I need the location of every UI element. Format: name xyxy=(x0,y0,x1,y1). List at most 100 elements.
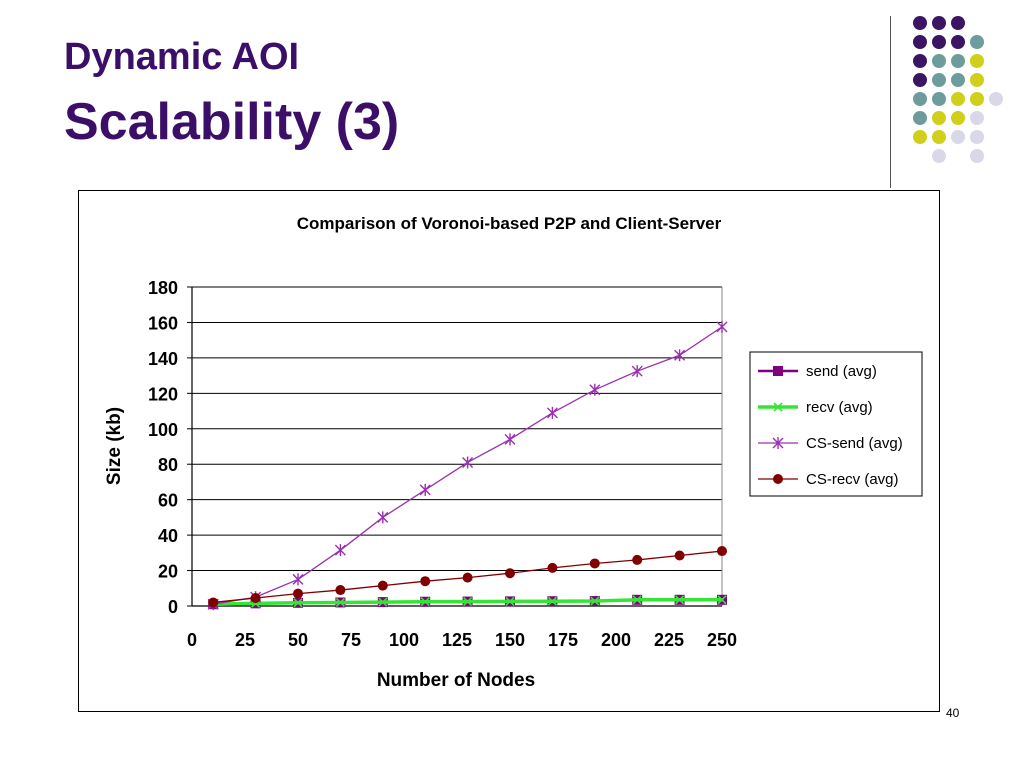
y-tick-label: 0 xyxy=(168,597,178,617)
decorative-dot xyxy=(951,16,965,30)
data-point xyxy=(547,596,557,606)
data-point xyxy=(378,597,388,607)
decorative-dot xyxy=(913,35,927,49)
data-point xyxy=(293,588,303,599)
y-tick-label: 60 xyxy=(158,491,178,511)
y-tick-label: 140 xyxy=(148,349,178,369)
decorative-dot xyxy=(932,111,946,125)
decorative-dot xyxy=(970,54,984,68)
data-point xyxy=(631,365,643,378)
decorative-dot xyxy=(951,73,965,87)
decorative-dot-grid xyxy=(900,10,1010,170)
data-point xyxy=(334,544,346,557)
legend-label: recv (avg) xyxy=(806,399,873,416)
data-point xyxy=(292,573,304,586)
x-tick-label: 200 xyxy=(601,630,631,650)
data-point xyxy=(420,597,430,607)
legend-swatch-marker xyxy=(773,402,783,412)
data-point xyxy=(632,554,643,565)
decorative-dot xyxy=(970,149,984,163)
data-point xyxy=(589,383,601,396)
decorative-dot xyxy=(913,92,927,106)
slide-title-line2: Scalability (3) xyxy=(64,93,400,151)
data-point xyxy=(546,406,558,419)
slide-title-line1: Dynamic AOI xyxy=(64,36,300,78)
legend-swatch-marker xyxy=(772,437,784,449)
decorative-dot xyxy=(932,35,946,49)
y-axis-label: Size (kb) xyxy=(104,407,125,485)
data-point xyxy=(717,546,727,557)
x-tick-label: 175 xyxy=(548,630,578,650)
decorative-dot xyxy=(989,92,1003,106)
x-tick-label: 250 xyxy=(707,630,737,650)
data-point xyxy=(462,572,473,583)
series-layer xyxy=(207,320,728,611)
data-point xyxy=(419,483,431,496)
data-point xyxy=(420,576,431,587)
decorative-dot xyxy=(951,92,965,106)
decorative-dot xyxy=(913,16,927,30)
decorative-dot xyxy=(970,111,984,125)
y-tick-label: 120 xyxy=(148,384,178,404)
x-tick-label: 75 xyxy=(341,630,361,650)
decorative-dot xyxy=(913,54,927,68)
x-tick-label: 0 xyxy=(187,630,197,650)
decorative-dot xyxy=(932,149,946,163)
decorative-divider xyxy=(890,16,891,188)
data-point xyxy=(674,550,685,561)
page-number: 40 xyxy=(946,706,960,720)
decorative-dot xyxy=(951,130,965,144)
data-point xyxy=(377,511,389,524)
decorative-dot xyxy=(970,35,984,49)
chart-title: Comparison of Voronoi-based P2P and Clie… xyxy=(297,214,722,233)
legend-swatch-marker xyxy=(773,366,783,376)
decorative-dot xyxy=(932,54,946,68)
data-point xyxy=(335,597,345,608)
chart-frame xyxy=(78,190,940,712)
decorative-dot xyxy=(932,130,946,144)
decorative-dot xyxy=(913,130,927,144)
x-axis-label: Number of Nodes xyxy=(377,670,535,691)
legend-label: CS-send (avg) xyxy=(806,435,903,452)
decorative-dot xyxy=(951,111,965,125)
data-point xyxy=(505,568,515,579)
x-tick-label: 225 xyxy=(654,630,684,650)
legend: send (avg) recv (avg) CS-send (avg) CS-recv… xyxy=(749,351,923,497)
data-point xyxy=(717,595,727,605)
decorative-dot xyxy=(951,35,965,49)
legend-label: CS-recv (avg) xyxy=(806,471,899,488)
y-tick-label: 20 xyxy=(158,562,178,582)
x-tick-label: 125 xyxy=(442,630,472,650)
data-point xyxy=(632,595,642,605)
y-tick-label: 80 xyxy=(158,455,178,475)
y-tick-label: 180 xyxy=(148,278,178,298)
data-point xyxy=(675,595,685,605)
data-point xyxy=(463,597,473,607)
data-point xyxy=(590,596,600,606)
decorative-dot xyxy=(932,16,946,30)
data-point xyxy=(208,597,219,608)
decorative-dot xyxy=(951,54,965,68)
legend-swatch-marker xyxy=(773,474,783,484)
data-point xyxy=(250,593,261,604)
x-tick-label: 50 xyxy=(288,630,308,650)
x-tick-label: 25 xyxy=(235,630,255,650)
data-point xyxy=(377,580,388,591)
series-cs-recv-avg- xyxy=(208,546,727,608)
data-point xyxy=(505,596,515,606)
decorative-dot xyxy=(913,111,927,125)
y-tick-label: 160 xyxy=(148,313,178,333)
decorative-dot xyxy=(970,130,984,144)
data-point xyxy=(293,598,303,608)
data-point xyxy=(335,585,346,596)
x-tick-label: 100 xyxy=(389,630,419,650)
data-point xyxy=(674,349,686,362)
data-point xyxy=(589,558,600,569)
y-tick-label: 40 xyxy=(158,526,178,546)
grid-lines xyxy=(192,286,722,572)
y-tick-label: 100 xyxy=(148,420,178,440)
data-point xyxy=(504,433,516,446)
x-tick-label: 150 xyxy=(495,630,525,650)
data-point xyxy=(547,562,558,573)
